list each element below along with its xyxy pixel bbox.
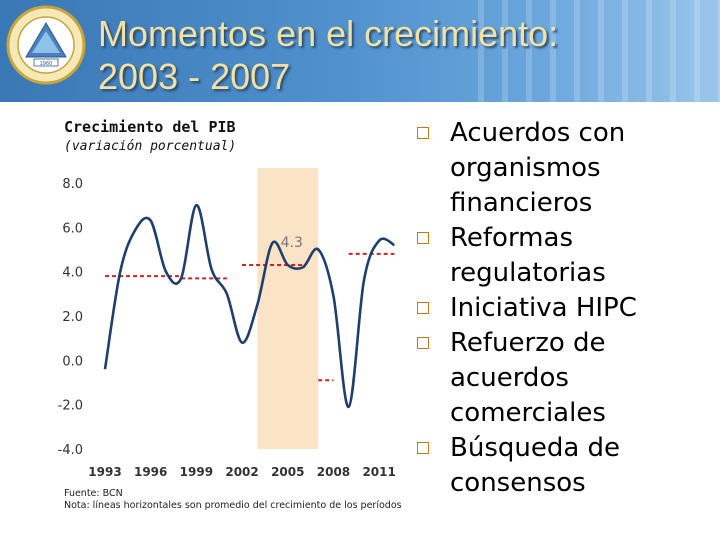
slide-header: 1960 Momentos en el crecimiento: 2003 - … [0, 0, 720, 102]
bullet-item: Búsqueda de consensos [416, 431, 716, 501]
y-tick-label: 6.0 [62, 221, 83, 236]
x-tick-label: 2008 [317, 465, 350, 479]
header-decoration [460, 0, 720, 102]
x-tick-label: 1996 [134, 465, 167, 479]
footnote: Nota: líneas horizontales son promedio d… [64, 500, 402, 511]
x-tick-label: 1999 [180, 465, 213, 479]
svg-text:1960: 1960 [40, 61, 53, 67]
x-tick-label: 2005 [271, 465, 304, 479]
title-line-1: Momentos en el crecimiento: [98, 13, 559, 54]
title-line-2: 2003 - 2007 [98, 56, 291, 97]
y-tick-label: 2.0 [62, 310, 83, 325]
y-tick-label: 8.0 [62, 177, 83, 192]
chart-notes: Fuente: BCN Nota: líneas horizontales so… [64, 488, 414, 512]
bullet-text: Iniciativa HIPC [450, 293, 637, 323]
gdp-growth-chart: 8.0 6.0 4.0 2.0 0.0 -2.0 -4.0 1993 1996 1999 2002 2… [58, 168, 396, 479]
source-note: Fuente: BCN [64, 488, 123, 499]
square-bullet-icon [417, 337, 429, 349]
y-tick-label: -2.0 [58, 399, 83, 414]
chart-title: Crecimiento del PIB [64, 118, 236, 136]
y-tick-label: 0.0 [62, 354, 83, 369]
square-bullet-icon [417, 442, 429, 454]
chart-subtitle: (variación porcentual) [64, 139, 237, 154]
gdp-growth-line [103, 203, 396, 409]
bullet-item: Iniciativa HIPC [416, 291, 716, 326]
bullet-text: Refuerzo de acuerdos comerciales [450, 328, 606, 428]
square-bullet-icon [417, 232, 429, 244]
square-bullet-icon [417, 127, 429, 139]
bullet-item: Acuerdos con organismos financieros [416, 116, 716, 221]
x-tick-label: 1993 [88, 465, 121, 479]
y-tick-label: -4.0 [58, 443, 83, 458]
slide-title: Momentos en el crecimiento: 2003 - 2007 [98, 12, 558, 98]
x-tick-label: 2011 [362, 465, 395, 479]
highlight-band [257, 168, 319, 449]
central-bank-seal-logo: 1960 [6, 5, 86, 85]
bullet-item: Reformas regulatorias [416, 221, 716, 291]
bullet-item: Refuerzo de acuerdos comerciales [416, 326, 716, 431]
x-tick-label: 2002 [225, 465, 258, 479]
square-bullet-icon [417, 302, 429, 314]
bullet-list: Acuerdos con organismos financieros Refo… [416, 116, 716, 501]
bullet-text: Búsqueda de consensos [450, 433, 621, 498]
y-tick-label: 4.0 [62, 266, 83, 281]
bullet-text: Acuerdos con organismos financieros [450, 118, 626, 218]
bullet-text: Reformas regulatorias [450, 223, 606, 288]
average-annotation-label: 4.3 [281, 235, 303, 251]
